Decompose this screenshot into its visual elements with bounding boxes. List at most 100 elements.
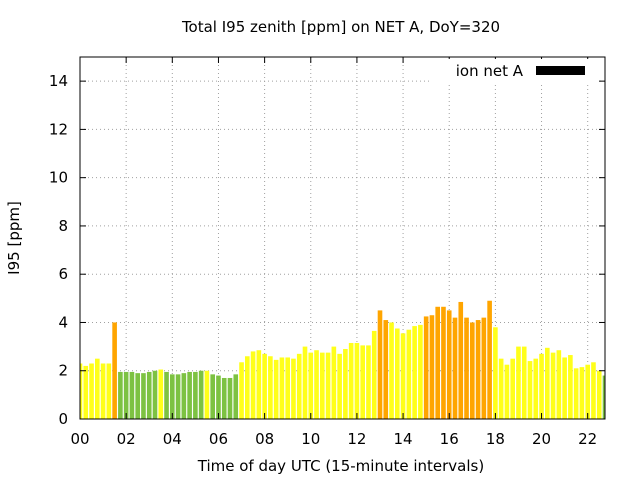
bars: [80, 300, 605, 419]
y-tick-label: 6: [58, 265, 68, 283]
bar: [279, 357, 285, 419]
bar: [112, 322, 117, 419]
y-tick-label: 0: [58, 410, 68, 428]
bar: [516, 346, 521, 419]
bar: [256, 350, 262, 419]
bar: [302, 346, 308, 419]
bar: [602, 375, 605, 419]
bar: [441, 306, 446, 419]
bar: [141, 373, 146, 419]
bar: [100, 363, 106, 419]
legend-label: ion net A: [456, 62, 524, 80]
bar: [348, 342, 354, 419]
y-tick-label: 4: [58, 313, 68, 331]
bar: [498, 358, 504, 419]
bar: [135, 373, 140, 419]
bar: [475, 320, 481, 419]
bar: [216, 375, 221, 419]
bar: [227, 377, 233, 419]
bar: [250, 351, 256, 419]
bar: [210, 374, 215, 419]
bar: [314, 350, 319, 419]
bar: [579, 367, 585, 419]
bar: [343, 349, 348, 419]
bar: [193, 371, 198, 419]
bar: [458, 301, 464, 419]
y-axis-label: I95 [ppm]: [5, 201, 23, 275]
bar: [170, 374, 175, 419]
bar: [366, 345, 371, 419]
bar: [389, 322, 394, 419]
bar: [239, 362, 244, 419]
bar: [175, 374, 181, 419]
bar: [527, 361, 533, 419]
bar: [395, 328, 400, 419]
bar: [545, 347, 550, 419]
x-axis-label: Time of day UTC (15-minute intervals): [197, 457, 484, 475]
bar: [123, 371, 129, 419]
y-tick-label: 2: [58, 362, 68, 380]
bar: [504, 364, 510, 419]
x-tick-label: 22: [578, 430, 597, 448]
legend-swatch: [536, 66, 585, 75]
bar: [596, 370, 602, 419]
x-tick-label: 12: [347, 430, 366, 448]
bar: [83, 365, 89, 419]
x-tick-label: 00: [70, 430, 89, 448]
x-tick-label: 20: [532, 430, 551, 448]
y-tick-label: 10: [49, 169, 68, 187]
bar: [221, 377, 227, 419]
x-tick-label: 10: [301, 430, 320, 448]
bar: [296, 353, 302, 419]
bar: [423, 316, 429, 419]
bar: [308, 352, 314, 419]
y-tick-labels: 0 2 4 6 8 10 12 14: [49, 72, 68, 428]
bar: [268, 356, 273, 419]
chart-title: Total I95 zenith [ppm] on NET A, DoY=320: [181, 18, 500, 36]
bar: [262, 353, 267, 419]
bar: [429, 315, 435, 419]
bar: [233, 374, 239, 419]
bar: [377, 310, 383, 419]
bar: [187, 371, 192, 419]
bar: [337, 353, 342, 419]
bar: [273, 359, 279, 419]
bar: [539, 353, 544, 419]
bar: [412, 326, 417, 419]
bar: [550, 352, 556, 419]
bar: [164, 371, 169, 419]
bar: [204, 370, 210, 419]
bar: [146, 371, 152, 419]
bar: [446, 310, 452, 419]
bar: [521, 346, 527, 419]
bar: [95, 358, 100, 419]
x-tick-label: 16: [440, 430, 459, 448]
bar: [591, 362, 596, 419]
bar: [181, 373, 187, 419]
bar: [585, 364, 590, 419]
bar: [118, 371, 123, 419]
bar: [320, 352, 325, 419]
y-tick-label: 8: [58, 217, 68, 235]
bar: [400, 333, 406, 419]
x-tick-labels: 00 02 04 06 08 10 12 14 16 18 20 22: [70, 430, 597, 448]
bar: [360, 345, 365, 419]
bar: [487, 300, 492, 419]
bar: [556, 350, 562, 419]
bar: [510, 358, 515, 419]
bar: [245, 356, 250, 419]
grid-lines: [80, 57, 605, 419]
bar: [291, 358, 296, 419]
x-tick-label: 08: [255, 430, 274, 448]
plot-frame: [79, 56, 606, 420]
bar: [406, 329, 412, 419]
x-tick-label: 18: [486, 430, 505, 448]
bar: [106, 363, 112, 419]
y-tick-label: 12: [49, 120, 68, 138]
bar: [354, 342, 360, 419]
bar: [152, 370, 158, 419]
legend: ion net A: [430, 59, 598, 83]
bar: [493, 327, 498, 419]
bar: [331, 346, 337, 419]
